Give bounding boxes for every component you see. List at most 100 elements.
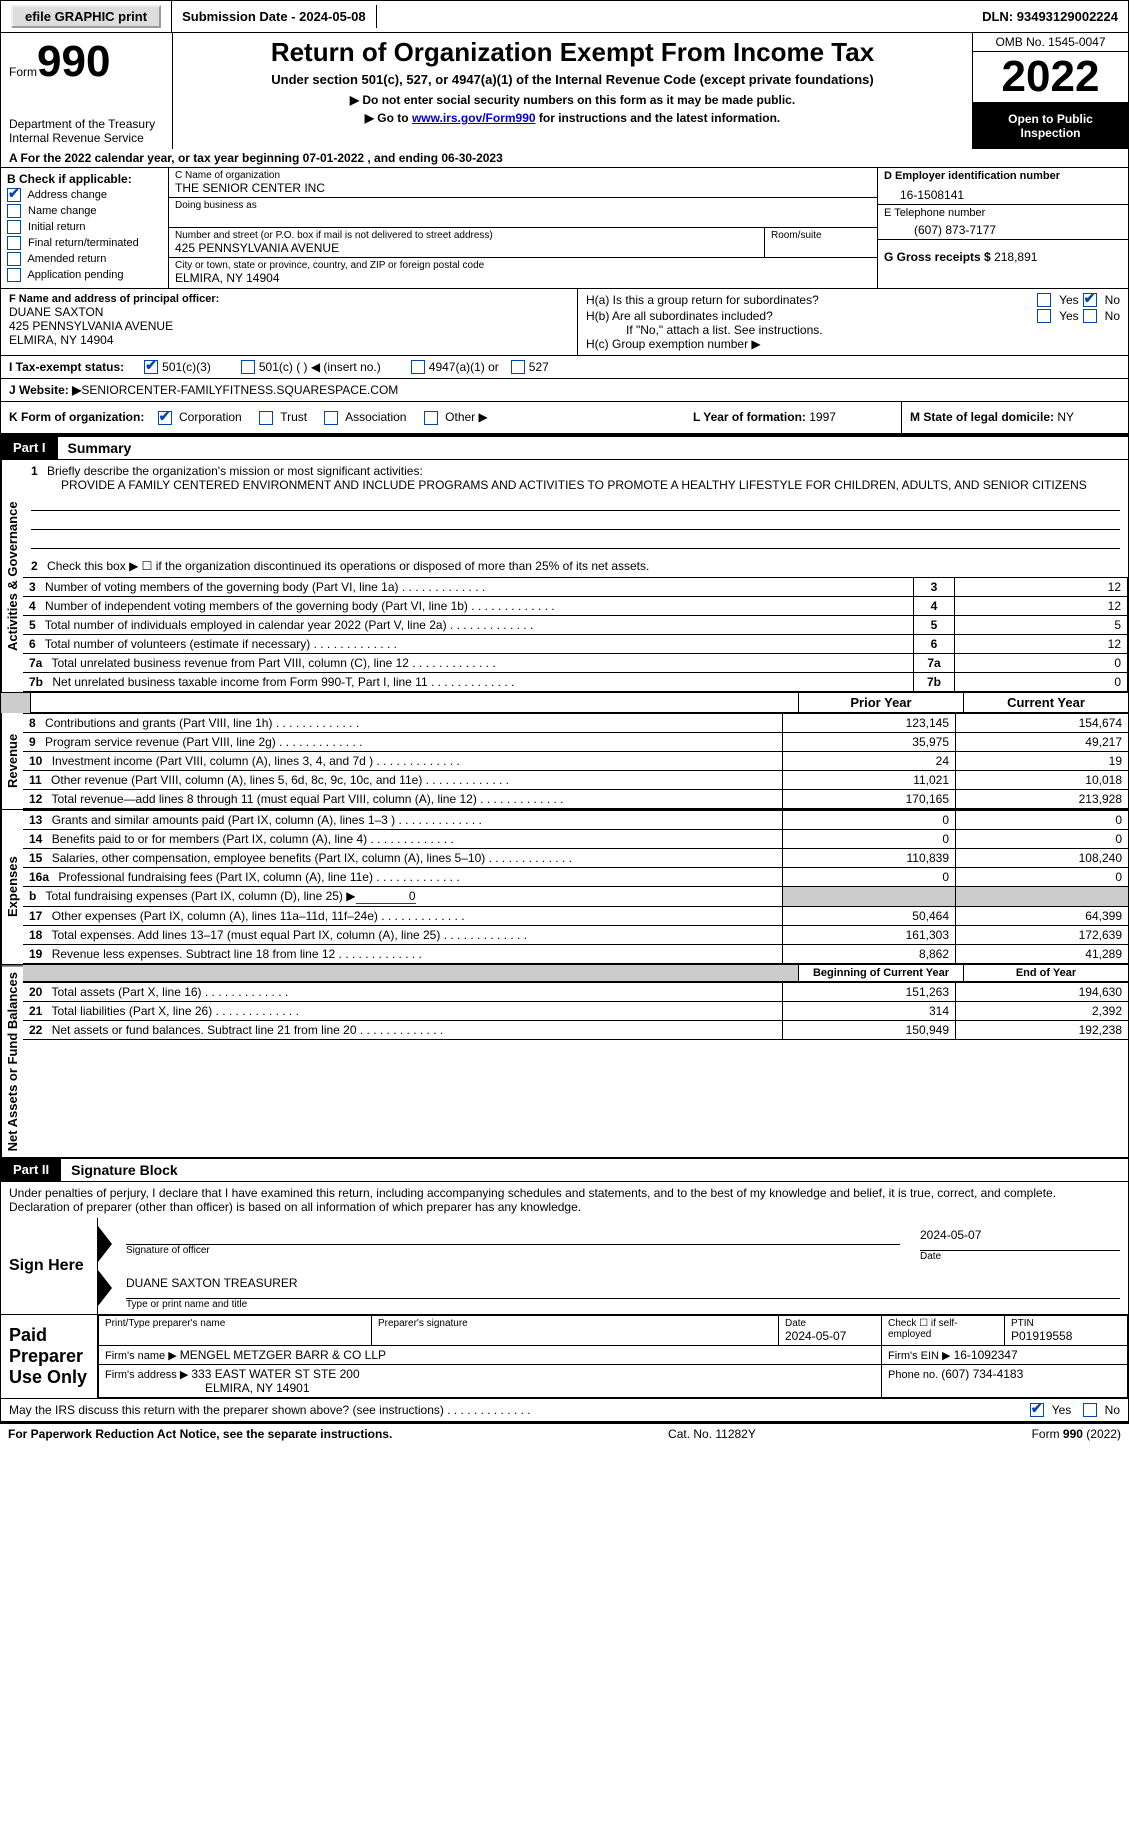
prior-year-header: Prior Year <box>799 693 964 713</box>
city-value: ELMIRA, NY 14904 <box>175 271 871 285</box>
m-label: M State of legal domicile: <box>910 410 1057 424</box>
officer-signature-line[interactable] <box>126 1222 900 1245</box>
arrow-icon-2 <box>98 1270 112 1306</box>
omb-number: OMB No. 1545-0047 <box>973 33 1128 52</box>
state-domicile: NY <box>1057 410 1074 424</box>
form-footer: Form 990 (2022) <box>1032 1427 1121 1441</box>
no-label-3: No <box>1105 1403 1120 1417</box>
perjury-declaration: Under penalties of perjury, I declare th… <box>0 1182 1129 1218</box>
b-checkbox-2[interactable] <box>7 220 21 234</box>
dln-value: 93493129002224 <box>1017 9 1118 24</box>
firm-addr2: ELMIRA, NY 14901 <box>105 1381 310 1395</box>
vert-revenue: Revenue <box>1 713 23 809</box>
b-checkbox-1[interactable] <box>7 204 21 218</box>
row-a-tax-year: A For the 2022 calendar year, or tax yea… <box>0 149 1129 168</box>
527-checkbox[interactable] <box>511 360 525 374</box>
row-j-website: J Website: ▶ SENIORCENTER-FAMILYFITNESS.… <box>0 379 1129 402</box>
501c-label: 501(c) ( ) ◀ (insert no.) <box>259 360 381 374</box>
k-corp-checkbox[interactable] <box>158 411 172 425</box>
vert-activities-governance: Activities & Governance <box>1 460 23 692</box>
phone-value: (607) 873-7177 <box>884 219 1122 237</box>
g-label: G Gross receipts $ <box>884 250 994 264</box>
addr-label: Number and street (or P.O. box if mail i… <box>175 230 758 241</box>
sign-here-label: Sign Here <box>1 1218 98 1314</box>
ha-yes-checkbox[interactable] <box>1037 293 1051 307</box>
city-label: City or town, state or province, country… <box>175 260 871 271</box>
check-self-employed: Check ☐ if self-employed <box>882 1316 1005 1346</box>
ssn-note: ▶ Do not enter social security numbers o… <box>183 93 962 107</box>
line1-label: Briefly describe the organization's miss… <box>47 464 423 478</box>
irs-link[interactable]: www.irs.gov/Form990 <box>412 111 536 125</box>
date-label: Date <box>920 1251 1120 1262</box>
501c3-checkbox[interactable] <box>144 360 158 374</box>
k-label: K Form of organization: <box>9 410 144 424</box>
pra-notice: For Paperwork Reduction Act Notice, see … <box>8 1427 392 1441</box>
prep-name-label: Print/Type preparer's name <box>105 1318 365 1329</box>
section-b-to-g: B Check if applicable: Address change Na… <box>0 168 1129 289</box>
k-assoc-checkbox[interactable] <box>324 411 338 425</box>
prep-date: 2024-05-07 <box>785 1329 875 1343</box>
discuss-label: May the IRS discuss this return with the… <box>9 1403 1030 1417</box>
form-subtitle: Under section 501(c), 527, or 4947(a)(1)… <box>183 72 962 87</box>
submission-date: 2024-05-08 <box>299 9 366 24</box>
firm-ein-label: Firm's EIN ▶ <box>888 1350 954 1362</box>
dba-label: Doing business as <box>175 200 871 211</box>
boy-eoy-header: Net Assets or Fund Balances Beginning of… <box>0 965 1129 1157</box>
sig-date: 2024-05-07 <box>920 1222 1120 1251</box>
room-label: Room/suite <box>771 230 871 241</box>
discuss-yes-checkbox[interactable] <box>1030 1403 1044 1417</box>
b-checkbox-4[interactable] <box>7 252 21 266</box>
dept-treasury: Department of the Treasury <box>9 117 164 131</box>
submission-label: Submission Date - <box>182 9 299 24</box>
j-label: J Website: ▶ <box>9 383 81 397</box>
dln-label: DLN: <box>982 9 1017 24</box>
part-i-header: Part I Summary <box>0 435 1129 460</box>
part-ii-badge: Part II <box>1 1159 61 1181</box>
e-label: E Telephone number <box>884 207 1122 219</box>
ha-no-checkbox[interactable] <box>1083 293 1097 307</box>
cat-number: Cat. No. 11282Y <box>668 1427 756 1441</box>
b-checkbox-5[interactable] <box>7 268 21 282</box>
top-bar: efile GRAPHIC print Submission Date - 20… <box>0 0 1129 33</box>
c-label: C Name of organization <box>175 170 871 181</box>
line2-text: Check this box ▶ ☐ if the organization d… <box>47 559 649 573</box>
prep-sig-label: Preparer's signature <box>378 1318 772 1329</box>
hb-no-checkbox[interactable] <box>1083 309 1097 323</box>
form-header: Form990 Department of the Treasury Inter… <box>0 33 1129 149</box>
ptin-label: PTIN <box>1011 1318 1121 1329</box>
type-print-label: Type or print name and title <box>126 1299 1120 1310</box>
hc-label: H(c) Group exemption number ▶ <box>586 337 1120 351</box>
no-label: No <box>1105 293 1120 307</box>
b-checkbox-0[interactable] <box>7 188 21 202</box>
firm-addr-label: Firm's address ▶ <box>105 1369 191 1381</box>
officer-addr1: 425 PENNSYLVANIA AVENUE <box>9 319 569 333</box>
k-corp-label: Corporation <box>179 410 242 424</box>
officer-printed-name: DUANE SAXTON TREASURER <box>126 1270 1120 1299</box>
tax-year: 2022 <box>973 52 1128 103</box>
b-label: B Check if applicable: <box>7 172 162 186</box>
part-i-title: Summary <box>58 437 142 459</box>
firm-phone: (607) 734-4183 <box>941 1367 1023 1381</box>
501c3-label: 501(c)(3) <box>162 360 211 374</box>
527-label: 527 <box>529 360 549 374</box>
firm-name-label: Firm's name ▶ <box>105 1350 180 1362</box>
k-other-checkbox[interactable] <box>424 411 438 425</box>
firm-ein: 16-1092347 <box>954 1348 1018 1362</box>
discuss-no-checkbox[interactable] <box>1083 1403 1097 1417</box>
501c-checkbox[interactable] <box>241 360 255 374</box>
yes-label-3: Yes <box>1052 1403 1072 1417</box>
sig-officer-label: Signature of officer <box>126 1245 900 1256</box>
form-word: Form <box>9 65 37 79</box>
gross-receipts: 218,891 <box>994 250 1037 264</box>
4947-checkbox[interactable] <box>411 360 425 374</box>
efile-print-button[interactable]: efile GRAPHIC print <box>11 5 161 28</box>
discuss-row: May the IRS discuss this return with the… <box>0 1399 1129 1423</box>
k-trust-checkbox[interactable] <box>259 411 273 425</box>
irs-label: Internal Revenue Service <box>9 131 164 145</box>
ein-value: 16-1508141 <box>884 182 1122 202</box>
mission-text: PROVIDE A FAMILY CENTERED ENVIRONMENT AN… <box>31 478 1120 492</box>
yes-label-2: Yes <box>1059 309 1079 323</box>
b-checkbox-3[interactable] <box>7 236 21 250</box>
f-label: F Name and address of principal officer: <box>9 293 569 305</box>
hb-yes-checkbox[interactable] <box>1037 309 1051 323</box>
